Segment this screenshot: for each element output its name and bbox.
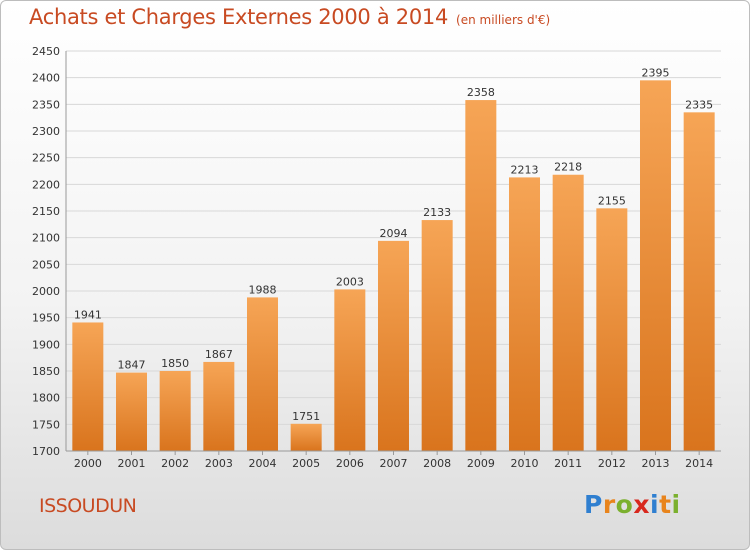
data-label: 2395 — [642, 66, 670, 79]
data-label: 2213 — [511, 163, 539, 176]
data-label: 2335 — [685, 98, 713, 111]
x-tick-label: 2005 — [292, 457, 320, 470]
y-tick-label: 2050 — [32, 258, 60, 271]
bar — [596, 208, 628, 451]
y-tick-label: 1850 — [32, 365, 60, 378]
y-tick-label: 1800 — [32, 392, 60, 405]
data-label: 1941 — [74, 308, 102, 321]
bar — [378, 240, 409, 451]
bar — [159, 371, 191, 451]
bar — [509, 177, 540, 451]
bar — [290, 423, 322, 451]
y-tick-label: 2350 — [32, 98, 60, 111]
data-label: 1988 — [249, 283, 277, 296]
y-tick-label: 2100 — [32, 232, 60, 245]
proxiti-logo: Proxiti — [584, 490, 681, 519]
y-tick-label: 2150 — [32, 205, 60, 218]
y-tick-label: 1950 — [32, 312, 60, 325]
data-label: 2155 — [598, 194, 626, 207]
x-tick-label: 2007 — [380, 457, 408, 470]
bar — [72, 322, 104, 451]
x-tick-label: 2012 — [598, 457, 626, 470]
bar — [116, 372, 147, 451]
x-tick-label: 2011 — [554, 457, 582, 470]
logo-letter: o — [615, 490, 634, 519]
bar — [683, 112, 715, 451]
x-tick-label: 2000 — [74, 457, 102, 470]
bar — [640, 80, 671, 451]
bar — [203, 361, 235, 451]
data-label: 1850 — [161, 357, 189, 370]
bars: 1941 1847 1850 1867 1988 1751 2003 2094 2133 2358… — [72, 66, 715, 452]
logo-letter: i — [650, 490, 660, 519]
logo-letter: t — [659, 490, 672, 519]
y-tick-label: 1900 — [32, 338, 60, 351]
x-tick-label: 2014 — [685, 457, 713, 470]
data-label: 2218 — [554, 161, 582, 174]
data-label: 1751 — [292, 410, 320, 423]
chart-title: Achats et Charges Externes 2000 à 2014 (e… — [29, 5, 550, 29]
data-label: 2133 — [423, 206, 451, 219]
chart-subtitle: (en milliers d'€) — [456, 13, 551, 27]
data-label: 2094 — [380, 227, 408, 240]
bar — [421, 220, 453, 451]
y-tick-label: 2450 — [32, 45, 60, 58]
axes: 1700 1750 1800 1850 1900 1950 2000 2050 2100 2150… — [32, 45, 721, 470]
x-tick-label: 2008 — [423, 457, 451, 470]
bar — [247, 297, 278, 451]
x-tick-label: 2010 — [511, 457, 539, 470]
y-tick-label: 1750 — [32, 418, 60, 431]
y-tick-label: 1700 — [32, 445, 60, 458]
city-name: ISSOUDUN — [39, 495, 137, 517]
data-label: 2358 — [467, 86, 495, 99]
x-tick-label: 2003 — [205, 457, 233, 470]
data-label: 1847 — [118, 359, 146, 372]
bar — [552, 174, 584, 451]
y-tick-label: 2250 — [32, 152, 60, 165]
data-label: 1867 — [205, 348, 233, 361]
x-tick-label: 2013 — [642, 457, 670, 470]
logo-letter: i — [671, 490, 681, 519]
x-tick-label: 2009 — [467, 457, 495, 470]
x-tick-label: 2006 — [336, 457, 364, 470]
logo-letter: P — [584, 490, 603, 519]
x-tick-label: 2001 — [118, 457, 146, 470]
data-label: 2003 — [336, 275, 364, 288]
x-tick-label: 2004 — [249, 457, 277, 470]
y-tick-label: 2400 — [32, 72, 60, 85]
x-tick-label: 2002 — [161, 457, 189, 470]
bar — [334, 289, 366, 451]
bar — [465, 100, 497, 452]
logo-letter: r — [602, 490, 616, 519]
y-tick-label: 2200 — [32, 178, 60, 191]
y-tick-label: 2300 — [32, 125, 60, 138]
logo-letter: x — [633, 490, 650, 519]
y-tick-label: 2000 — [32, 285, 60, 298]
title-text: Achats et Charges Externes 2000 à 2014 — [29, 5, 449, 29]
